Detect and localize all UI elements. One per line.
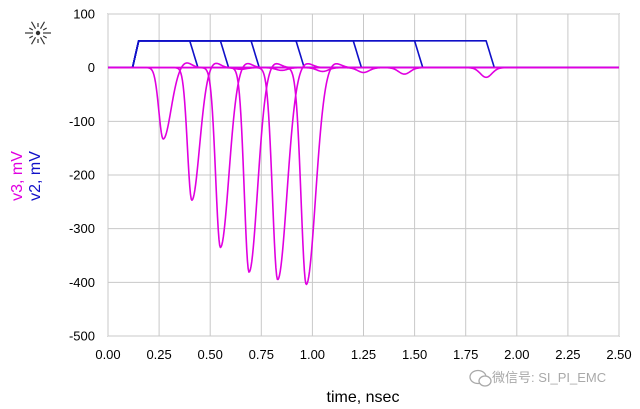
y-axis-title-v2: v2, mV	[27, 151, 44, 201]
x-tick-label: 1.25	[351, 347, 376, 362]
y-tick-label: -200	[69, 168, 95, 183]
series-v3-trace-12	[107, 62, 620, 286]
logo-ray	[39, 21, 46, 29]
wechat-icon	[469, 369, 492, 387]
logo-ray	[30, 37, 37, 45]
logo-ray	[29, 35, 34, 39]
x-tick-label: 2.00	[504, 347, 529, 362]
logo-ray	[42, 27, 47, 31]
y-axis-title-v3: v3, mV	[9, 151, 26, 201]
watermark: 微信号: SI_PI_EMC	[469, 369, 606, 387]
y-tick-label: 100	[73, 7, 95, 22]
y-tick-labels: 100 0 -100 -200 -300 -400 -500	[69, 7, 95, 344]
y-tick-label: -400	[69, 275, 95, 290]
y-tick-label: 0	[88, 60, 95, 75]
x-tick-labels: 0.00 0.25 0.50 0.75 1.00 1.25 1.50 1.75 2.00 2.25…	[95, 347, 631, 362]
agilent-spark-logo	[25, 21, 51, 45]
x-tick-label: 2.25	[555, 347, 580, 362]
x-tick-label: 0.50	[198, 347, 223, 362]
x-tick-label: 0.75	[249, 347, 274, 362]
watermark-text: 微信号: SI_PI_EMC	[492, 370, 606, 385]
x-tick-label: 2.50	[606, 347, 631, 362]
x-tick-label: 1.50	[402, 347, 427, 362]
x-axis-title: time, nsec	[327, 389, 400, 406]
x-tick-label: 1.00	[300, 347, 325, 362]
x-tick-label: 0.00	[95, 347, 120, 362]
y-tick-label: -300	[69, 221, 95, 236]
series-lines	[107, 40, 620, 286]
y-tick-label: -500	[69, 329, 95, 344]
y-tick-label: -100	[69, 114, 95, 129]
x-tick-label: 1.75	[453, 347, 478, 362]
logo-ray	[42, 35, 47, 39]
x-tick-label: 0.25	[146, 347, 171, 362]
logo-ray	[29, 27, 34, 31]
logo-ray	[39, 37, 46, 45]
logo-ray	[30, 21, 37, 29]
